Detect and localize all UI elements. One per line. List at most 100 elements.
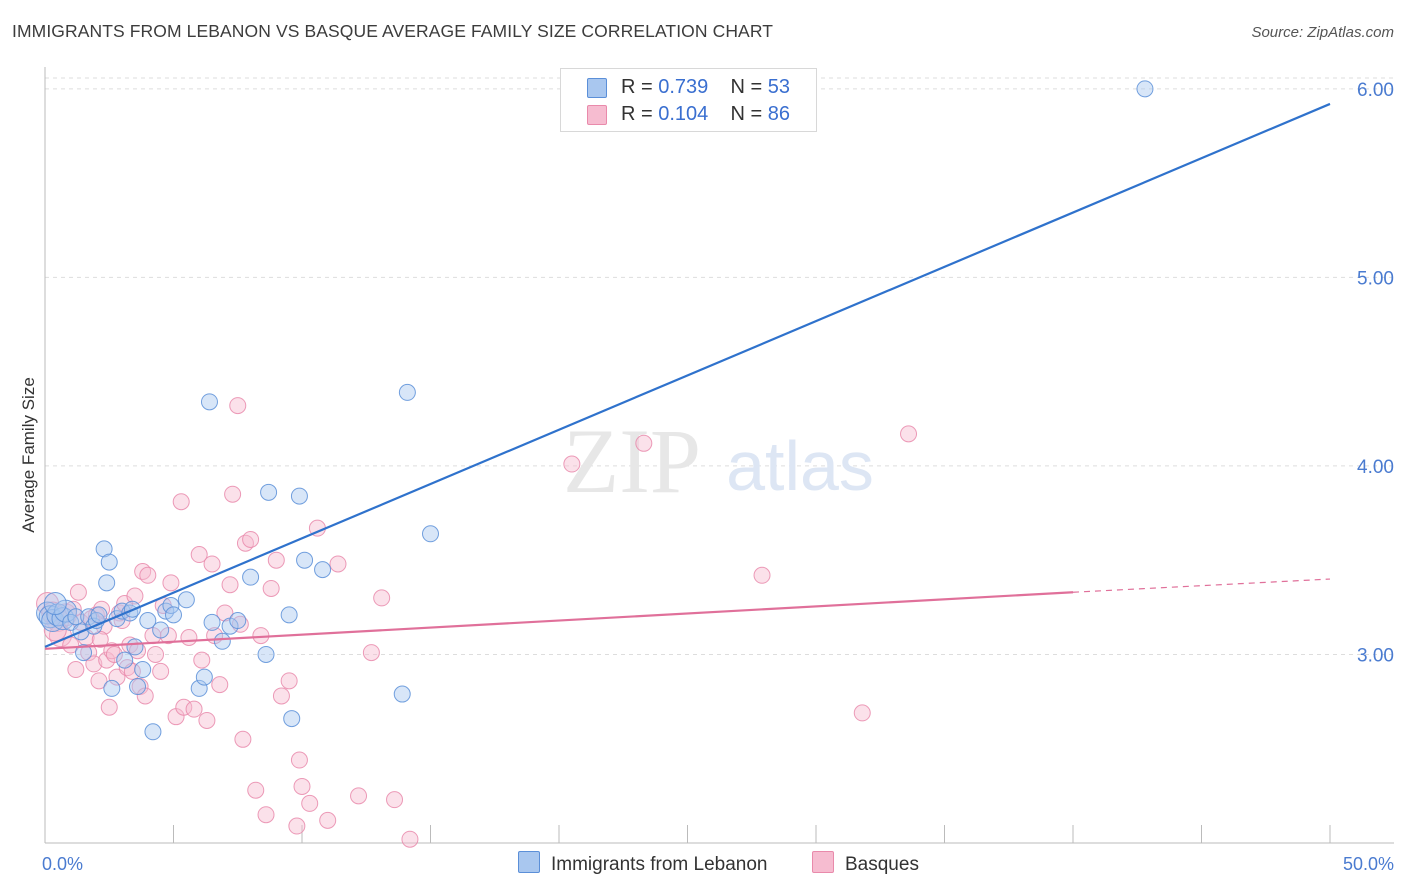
basques-point-41	[175, 698, 193, 716]
chart-source: Source: ZipAtlas.com	[1251, 24, 1394, 41]
x-tick-label-1: 50.0%	[1343, 854, 1394, 874]
basques-point-50	[216, 604, 234, 622]
lebanon-point-9	[75, 644, 93, 662]
basques-point-60	[257, 806, 275, 824]
lebanon-point-7	[67, 608, 85, 626]
basques-point-72	[350, 787, 368, 805]
axes	[44, 67, 1394, 844]
lebanon-point-32	[177, 591, 195, 609]
basques-point-79	[753, 566, 771, 584]
basques-point-32	[139, 566, 157, 584]
lebanon-point-47	[314, 561, 332, 579]
bottom-legend-swatch-blue	[518, 851, 540, 873]
correlation-legend: R = 0.739 N = 53 R = 0.104 N = 86	[560, 68, 817, 132]
basques-point-49	[211, 676, 229, 694]
basques-point-35	[152, 662, 170, 680]
legend-n-value: 53	[767, 76, 791, 98]
bottom-legend-lebanon: Immigrants from Lebanon	[518, 851, 768, 876]
lebanon-point-37	[213, 632, 231, 650]
lebanon-point-35	[200, 393, 218, 411]
lebanon-point-49	[398, 383, 416, 401]
legend-r-label: R =	[621, 103, 659, 125]
basques-point-27	[126, 587, 144, 605]
lebanon-point-40	[242, 568, 260, 586]
y-axis-label: Average Family Size	[19, 377, 38, 533]
basques-point-10	[80, 644, 98, 662]
legend-swatch-pink	[587, 105, 607, 125]
basques-point-80	[853, 704, 871, 722]
lebanon-point-50	[422, 525, 439, 543]
lebanon-point-1	[38, 605, 62, 629]
lebanon-point-26	[139, 612, 157, 630]
lebanon-point-13	[90, 606, 108, 624]
legend-r-value: 0.739	[658, 76, 709, 98]
lebanon-point-48	[393, 685, 411, 703]
legend-swatch-blue	[587, 78, 607, 98]
lebanon-point-23	[126, 638, 144, 656]
basques-point-57	[242, 530, 260, 548]
lebanon-point-39	[229, 612, 247, 630]
grid-lines	[45, 77, 1394, 655]
lebanon-point-46	[296, 551, 314, 569]
basques-point-19	[105, 645, 123, 663]
basques-point-81	[900, 425, 918, 443]
basques-point-43	[185, 700, 203, 718]
basques-point-76	[401, 830, 419, 848]
basques-point-47	[203, 555, 221, 573]
bottom-legend-swatch-pink	[812, 851, 834, 873]
y-tick-label-3: 6.00	[1357, 80, 1394, 101]
lebanon-point-16	[100, 553, 118, 571]
watermark: ZIP atlas	[563, 410, 874, 512]
lebanon-points	[36, 80, 1154, 741]
lebanon-point-42	[260, 483, 278, 501]
basques-point-61	[262, 579, 280, 597]
legend-n-label: N =	[730, 76, 768, 98]
chart-title: IMMIGRANTS FROM LEBANON VS BASQUE AVERAG…	[12, 21, 774, 41]
lebanon-point-31	[165, 606, 182, 624]
lebanon-point-17	[103, 679, 121, 697]
lebanon-point-27	[144, 723, 162, 741]
basques-point-55	[234, 730, 252, 748]
basques-point-68	[301, 794, 319, 812]
legend-n-label: N =	[730, 103, 768, 125]
lebanon-point-36	[203, 613, 221, 631]
y-tick-label-1: 4.00	[1357, 457, 1394, 478]
basques-trend-extension	[1072, 578, 1331, 593]
basques-point-63	[272, 687, 290, 705]
bottom-legend-basques: Basques	[812, 851, 919, 876]
basques-point-66	[290, 751, 308, 769]
basques-point-74	[373, 589, 391, 607]
basques-point-67	[293, 777, 311, 795]
lebanon-point-30	[162, 596, 180, 614]
basques-point-51	[221, 576, 239, 594]
y-tick-labels: 3.00 4.00 5.00 6.00	[1357, 80, 1394, 667]
watermark-zip: ZIP	[563, 410, 701, 512]
basques-point-46	[198, 711, 216, 729]
lebanon-point-28	[152, 621, 170, 639]
lebanon-point-43	[280, 606, 298, 624]
lebanon-point-33	[190, 679, 208, 697]
y-tick-label-2: 5.00	[1357, 268, 1394, 289]
watermark-atlas: atlas	[726, 427, 874, 505]
y-tick-label-0: 3.00	[1357, 645, 1394, 666]
basques-point-53	[229, 397, 247, 415]
lebanon-point-52	[43, 592, 67, 616]
basques-point-73	[362, 644, 380, 662]
basques-point-84	[43, 618, 67, 642]
basques-point-62	[267, 551, 285, 569]
bottom-legend-label: Immigrants from Lebanon	[551, 854, 768, 875]
lebanon-point-25	[134, 661, 152, 679]
basques-points	[36, 397, 918, 848]
lebanon-point-10	[80, 608, 98, 626]
basques-point-71	[329, 555, 347, 573]
basques-point-52	[224, 485, 242, 503]
lebanon-point-14	[95, 540, 113, 558]
lebanon-point-20	[116, 651, 134, 669]
basques-point-34	[147, 645, 165, 663]
basques-point-78	[635, 434, 653, 452]
basques-point-64	[280, 672, 298, 690]
basques-point-77	[563, 455, 581, 473]
lebanon-point-24	[129, 678, 147, 696]
basques-point-11	[85, 655, 103, 673]
